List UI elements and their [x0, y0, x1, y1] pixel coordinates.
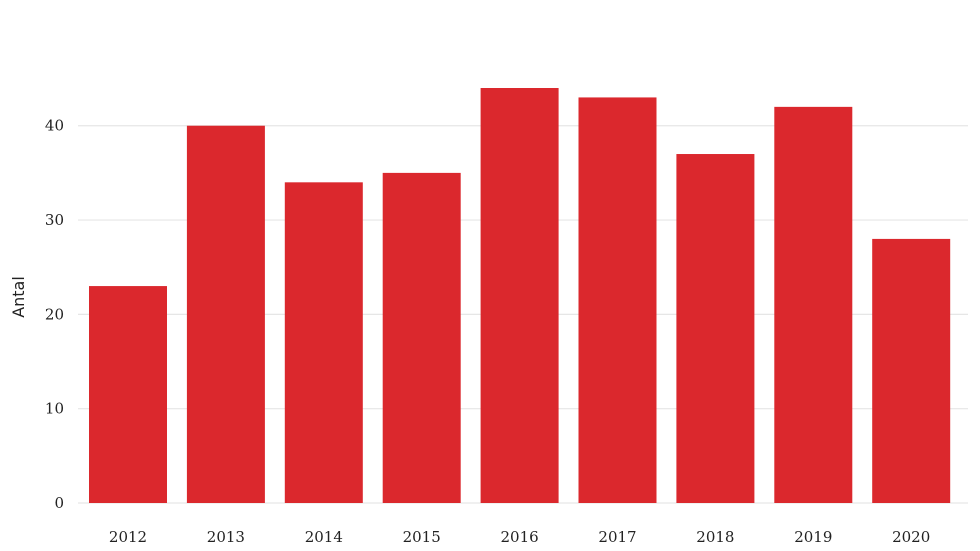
x-tick-label: 2013 — [207, 528, 245, 546]
x-tick-label: 2018 — [696, 528, 734, 546]
y-tick-label: 40 — [45, 117, 64, 135]
y-axis-title: Antal — [9, 276, 28, 318]
y-tick-labels: 0 10 20 30 40 — [45, 117, 64, 512]
bar-2014 — [284, 182, 363, 503]
x-tick-label: 2020 — [892, 528, 930, 546]
y-tick-label: 0 — [54, 494, 64, 512]
y-tick-label: 10 — [45, 400, 64, 418]
x-tick-label: 2016 — [501, 528, 539, 546]
bar-2018 — [676, 154, 755, 504]
bar-2012 — [89, 286, 167, 503]
x-tick-labels: 2012 2013 2014 2015 2016 2017 2018 2019 2020 — [109, 528, 930, 546]
x-tick-label: 2019 — [794, 528, 832, 546]
bar-2019 — [774, 106, 853, 503]
bar-2015 — [382, 172, 461, 504]
bar-2013 — [186, 125, 265, 504]
x-tick-label: 2017 — [598, 528, 636, 546]
y-tick-label: 20 — [45, 305, 64, 323]
bar-2016 — [480, 88, 559, 503]
bar-2020 — [872, 238, 951, 503]
bar-2017 — [578, 97, 657, 503]
bars — [89, 88, 951, 504]
x-tick-label: 2015 — [403, 528, 441, 546]
x-tick-label: 2012 — [109, 528, 147, 546]
x-tick-label: 2014 — [305, 528, 343, 546]
y-tick-label: 30 — [45, 211, 64, 229]
